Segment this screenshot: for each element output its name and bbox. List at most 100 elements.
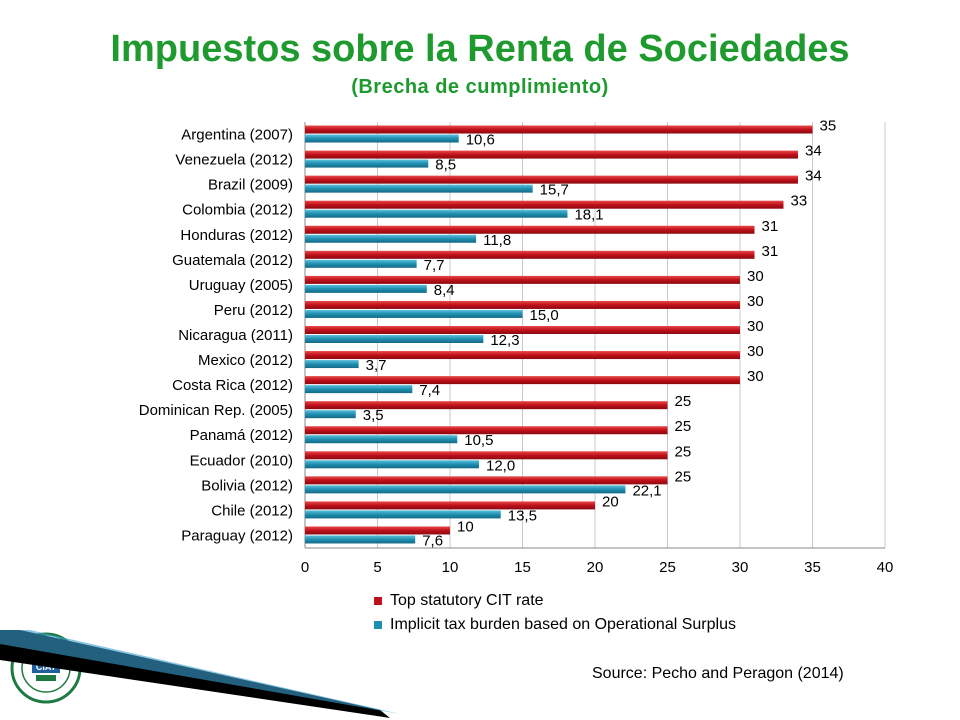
data-label: 30 xyxy=(747,268,764,285)
source-note: Source: Pecho and Peragon (2014) xyxy=(592,665,844,682)
bar-statutory-rate xyxy=(305,200,784,209)
bar-implicit-burden xyxy=(305,184,533,193)
bar-statutory-rate xyxy=(305,526,450,535)
bar-statutory-rate xyxy=(305,451,668,460)
bar-statutory-rate xyxy=(305,426,668,435)
bar-implicit-burden xyxy=(305,535,416,544)
data-label: 30 xyxy=(747,343,764,360)
chart-title: Impuestos sobre la Renta de Sociedades xyxy=(110,28,850,70)
data-label: 10,6 xyxy=(466,132,495,149)
logo-text: CIAT xyxy=(36,662,57,672)
bar-statutory-rate xyxy=(305,401,668,410)
data-label: 12,3 xyxy=(490,332,519,349)
bar-statutory-rate xyxy=(305,501,595,510)
bar-implicit-burden xyxy=(305,485,626,494)
category-label: Uruguay (2005) xyxy=(189,277,293,294)
bar-statutory-rate xyxy=(305,250,755,259)
data-label: 12,0 xyxy=(486,457,515,474)
bar-statutory-rate xyxy=(305,476,668,485)
bar-implicit-burden xyxy=(305,385,413,394)
category-label: Argentina (2007) xyxy=(181,127,293,144)
bar-implicit-burden xyxy=(305,284,427,293)
data-label: 8,5 xyxy=(435,157,456,174)
category-label: Ecuador (2010) xyxy=(190,452,293,469)
data-label: 10 xyxy=(457,518,474,535)
bar-implicit-burden xyxy=(305,435,458,444)
category-label: Colombia (2012) xyxy=(182,202,293,219)
data-label: 34 xyxy=(805,143,822,160)
data-label: 15,0 xyxy=(530,307,559,324)
category-label: Venezuela (2012) xyxy=(175,152,293,169)
x-tick-label: 40 xyxy=(877,559,894,576)
data-label: 3,7 xyxy=(366,357,387,374)
data-label: 7,7 xyxy=(424,257,445,274)
x-tick-label: 35 xyxy=(804,559,821,576)
category-label: Peru (2012) xyxy=(214,302,293,319)
bar-implicit-burden xyxy=(305,159,429,168)
bar-implicit-burden xyxy=(305,410,356,419)
category-label: Bolivia (2012) xyxy=(201,477,293,494)
data-label: 3,5 xyxy=(363,407,384,424)
bar-implicit-burden xyxy=(305,510,501,519)
legend-item-red: Top statutory CIT rate xyxy=(374,589,736,613)
data-label: 18,1 xyxy=(574,207,603,224)
data-label: 7,6 xyxy=(422,532,443,549)
x-tick-label: 5 xyxy=(373,559,381,576)
data-label: 10,5 xyxy=(464,432,493,449)
bar-implicit-burden xyxy=(305,234,477,243)
bar-implicit-burden xyxy=(305,360,359,369)
bar-implicit-burden xyxy=(305,259,417,268)
bar-implicit-burden xyxy=(305,309,523,318)
category-label: Costa Rica (2012) xyxy=(172,377,293,394)
data-label: 8,4 xyxy=(434,282,455,299)
legend-item-blue: Implicit tax burden based on Operational… xyxy=(374,613,736,637)
data-label: 25 xyxy=(675,418,692,435)
data-label: 34 xyxy=(805,168,822,185)
data-label: 7,4 xyxy=(419,382,440,399)
category-label: Brazil (2009) xyxy=(208,177,293,194)
category-label: Guatemala (2012) xyxy=(172,252,293,269)
data-label: 25 xyxy=(675,443,692,460)
legend-label-red: Top statutory CIT rate xyxy=(390,592,544,609)
bar-implicit-burden xyxy=(305,209,568,218)
bar-implicit-burden xyxy=(305,134,459,143)
x-tick-label: 25 xyxy=(659,559,676,576)
category-label: Nicaragua (2011) xyxy=(178,327,293,344)
decorative-swoosh xyxy=(0,630,400,718)
x-tick-label: 30 xyxy=(732,559,749,576)
data-label: 30 xyxy=(747,293,764,310)
data-label: 11,8 xyxy=(483,232,511,249)
bar-statutory-rate xyxy=(305,351,740,360)
data-label: 20 xyxy=(602,493,619,510)
category-label: Chile (2012) xyxy=(211,502,293,519)
category-label: Panamá (2012) xyxy=(190,427,293,444)
category-label: Mexico (2012) xyxy=(198,352,293,369)
data-label: 25 xyxy=(675,468,692,485)
bar-implicit-burden xyxy=(305,335,484,343)
data-label: 30 xyxy=(747,368,764,385)
legend-swatch-red xyxy=(374,597,382,605)
data-label: 31 xyxy=(762,218,779,235)
bar-statutory-rate xyxy=(305,376,740,385)
legend-swatch-blue xyxy=(374,621,382,629)
data-label: 22,1 xyxy=(632,482,661,499)
x-tick-label: 15 xyxy=(514,559,531,576)
chart-subtitle: (Brecha de cumplimiento) xyxy=(351,76,609,98)
x-tick-label: 10 xyxy=(442,559,459,576)
data-label: 30 xyxy=(747,318,764,335)
category-label: Honduras (2012) xyxy=(180,227,293,244)
bar-implicit-burden xyxy=(305,460,479,469)
category-label: Paraguay (2012) xyxy=(181,527,293,544)
bar-statutory-rate xyxy=(305,275,740,284)
data-label: 25 xyxy=(675,393,692,410)
legend: Top statutory CIT rate Implicit tax burd… xyxy=(374,589,736,637)
bar-statutory-rate xyxy=(305,225,755,234)
data-label: 33 xyxy=(791,193,808,210)
data-label: 13,5 xyxy=(508,507,537,524)
x-tick-label: 20 xyxy=(587,559,604,576)
data-label: 15,7 xyxy=(540,182,569,199)
bar-statutory-rate xyxy=(305,326,740,334)
bar-statutory-rate xyxy=(305,150,798,159)
bar-statutory-rate xyxy=(305,175,798,184)
